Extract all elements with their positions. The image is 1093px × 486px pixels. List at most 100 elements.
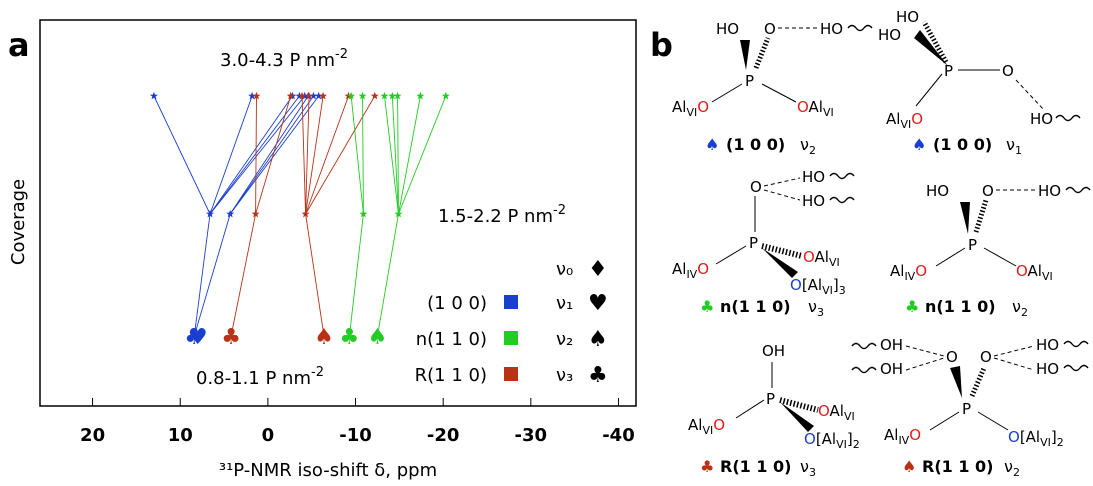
s2-bond-left xyxy=(915,73,943,107)
legend-mode-suit: ♥ xyxy=(588,291,608,316)
point-low-suit: ♠ xyxy=(368,325,388,350)
s4-al-left: AlIVO xyxy=(890,262,927,283)
caption-surface: (1 0 0) xyxy=(726,135,785,154)
caption-suit: ♠ xyxy=(902,457,916,476)
point-high xyxy=(314,91,323,100)
caption-surface: R(1 1 0) xyxy=(922,457,993,476)
s4-p: P xyxy=(968,236,977,254)
s2-o-right: O xyxy=(1002,62,1014,80)
caption-mode: ν1 xyxy=(1006,135,1022,157)
legend-surface-label: (1 0 0) xyxy=(427,293,487,314)
legend-mode-label: ν₀ xyxy=(556,259,573,280)
x-tick-label: -30 xyxy=(515,425,548,446)
link-line xyxy=(305,95,376,215)
s2-p: P xyxy=(944,62,953,80)
point-low-suit: ♥ xyxy=(188,325,208,350)
caption-mode: ν2 xyxy=(1012,297,1028,319)
caption-suit: ♣ xyxy=(700,297,714,316)
s3-hbond-1 xyxy=(763,177,801,187)
point-high xyxy=(370,91,379,100)
s2-hash xyxy=(921,20,949,64)
s6-o-left: O xyxy=(946,348,958,366)
link-line xyxy=(209,95,306,215)
link-line xyxy=(229,95,309,215)
x-tick-label: -10 xyxy=(339,425,372,446)
s4-ho-right: HO xyxy=(1038,182,1061,200)
s4-wedge xyxy=(960,202,970,234)
s3-o-top: O xyxy=(750,178,762,196)
link-line xyxy=(362,95,364,215)
x-tick-label: -20 xyxy=(427,425,460,446)
s6-ho-1: HO xyxy=(1036,336,1059,354)
s6-hash xyxy=(969,367,987,397)
panel-a-label: a xyxy=(8,26,30,64)
s5-o-al-bottom: O[AlVI]2 xyxy=(804,430,860,451)
s1-ho-right: HO xyxy=(820,20,843,38)
link-line xyxy=(229,95,314,215)
link-line xyxy=(305,213,325,337)
s5-oal: OAlVI xyxy=(818,402,855,423)
s4-wavy xyxy=(1065,186,1091,194)
link-line xyxy=(348,213,364,337)
structure-n110-nu2: HO O HO P AlIVO OAlVI xyxy=(890,182,1091,283)
plot-frame xyxy=(39,19,637,407)
x-tick-label: 10 xyxy=(168,425,193,446)
s3-al-left: AlIVO xyxy=(672,260,709,281)
link-line xyxy=(398,95,421,215)
point-high xyxy=(149,91,158,100)
x-tick-label: -40 xyxy=(602,425,635,446)
s6-hbond-1 xyxy=(905,345,945,357)
s3-hash xyxy=(761,243,803,259)
s4-bond-right xyxy=(983,247,1017,267)
s2-wavy xyxy=(1055,114,1081,122)
point-mid xyxy=(251,209,260,218)
link-line xyxy=(255,95,257,215)
s1-o-top: O xyxy=(764,20,776,38)
link-line xyxy=(193,213,211,337)
caption-suit: ♣ xyxy=(700,457,714,476)
s2-ho-top: HO xyxy=(896,8,919,26)
s3-ho-1: HO xyxy=(802,168,825,186)
s5-bond-left xyxy=(735,399,765,419)
s6-al-left: AlIVO xyxy=(884,426,921,447)
s4-oal-right: OAlVI xyxy=(1016,262,1053,283)
legend-mode-label: ν₁ xyxy=(556,293,573,314)
legend-surface-label: n(1 1 0) xyxy=(416,329,487,350)
s1-hash xyxy=(753,37,771,69)
s5-al-left: AlVIO xyxy=(688,416,725,437)
s6-wedge xyxy=(950,366,962,398)
structure-100-nu1: HO HO P O AlVIO HO xyxy=(878,8,1081,131)
s6-p: P xyxy=(962,400,971,418)
x-axis-label: ³¹P-NMR iso-shift δ, ppm xyxy=(219,460,437,481)
point-high xyxy=(252,91,261,100)
caption-suit: ♠ xyxy=(705,135,719,154)
s6-oh-2: OH xyxy=(880,360,903,378)
link-line xyxy=(397,95,399,215)
link-line xyxy=(305,95,349,215)
s2-ho-left: HO xyxy=(878,26,901,44)
point-low-suit: ♠ xyxy=(314,325,334,350)
point-high xyxy=(305,91,314,100)
s6-hbond-2 xyxy=(905,357,945,371)
legend-mode-suit: ♣ xyxy=(588,363,608,388)
point-high xyxy=(441,91,450,100)
s2-wedge xyxy=(914,30,948,66)
s6-ho-2: HO xyxy=(1036,360,1059,378)
point-mid xyxy=(206,209,215,218)
caption-100-nu1: ♠ (1 0 0) ν1 xyxy=(912,135,1022,157)
caption-mode: ν3 xyxy=(808,297,824,319)
s6-bond-right xyxy=(977,411,1009,431)
link-line xyxy=(391,95,399,215)
point-low-suit: ♣ xyxy=(340,325,360,350)
legend-surface-swatch xyxy=(504,367,518,381)
x-tick-label: 0 xyxy=(262,425,275,446)
point-low-suit: ♣ xyxy=(184,325,204,350)
link-line xyxy=(350,95,364,215)
s6-o-right: O xyxy=(980,348,992,366)
link-line xyxy=(209,95,293,215)
link-line xyxy=(305,95,324,215)
s4-ho: HO xyxy=(926,182,949,200)
point-mid xyxy=(359,209,368,218)
link-line xyxy=(209,95,300,215)
